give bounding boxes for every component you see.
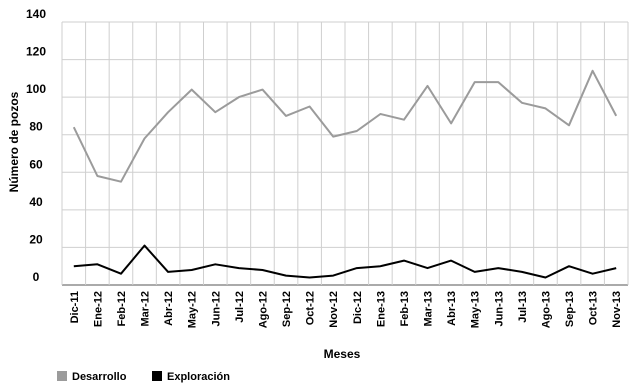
x-tick-label: Mar-12 — [140, 291, 152, 326]
legend-swatch — [57, 371, 67, 381]
series-layer — [72, 69, 618, 279]
x-tick-label: Abr-12 — [163, 291, 175, 326]
x-tick-label: Ago-13 — [540, 291, 552, 328]
y-tick-label: 60 — [29, 157, 43, 171]
series-line-desarrollo — [72, 69, 618, 183]
legend-swatch — [152, 371, 162, 381]
y-tick-label: 40 — [29, 195, 43, 209]
x-tick-label: Mar-13 — [423, 291, 435, 326]
x-tick-label: Dic-11 — [69, 291, 81, 323]
x-axis-label: Meses — [324, 347, 361, 361]
y-axis-label: Número de pozos — [7, 91, 21, 192]
x-tick-label: Jun-13 — [493, 291, 505, 326]
x-tick-label: Jul-13 — [517, 291, 529, 323]
y-tick-label: 100 — [26, 82, 46, 96]
x-tick-label: Ene-12 — [92, 291, 104, 327]
x-tick-label: Feb-12 — [116, 291, 128, 326]
y-tick-label: 0 — [33, 270, 40, 284]
x-tick-label: Abr-13 — [446, 291, 458, 326]
x-tick-label: May-12 — [187, 291, 199, 328]
y-tick-label: 120 — [26, 45, 46, 59]
y-tick-label: 20 — [29, 232, 43, 246]
x-tick-label: Ene-13 — [375, 291, 387, 327]
series-line-exploraci-n — [73, 244, 617, 279]
y-tick-label: 140 — [26, 7, 46, 21]
x-axis-ticks: Dic-11 Ene-12 Feb-12 Mar-12 Abr-12 May-12 Jun-… — [69, 291, 623, 328]
x-tick-label: Sep-12 — [281, 291, 293, 327]
x-tick-label: Jun-12 — [210, 291, 222, 326]
legend-label: Desarrollo — [72, 371, 127, 383]
y-axis-ticks: 0 20 40 60 80 100 120 140 — [26, 7, 46, 284]
x-tick-label: Oct-12 — [305, 291, 317, 325]
x-tick-label: Jul-12 — [234, 291, 246, 323]
x-tick-label: Oct-13 — [588, 291, 600, 325]
x-tick-label: Sep-13 — [564, 291, 576, 327]
x-tick-label: Dic-12 — [352, 291, 364, 324]
x-tick-label: Feb-13 — [399, 291, 411, 326]
y-tick-label: 80 — [29, 120, 43, 134]
legend-label: Exploración — [167, 371, 230, 383]
grid — [61, 21, 629, 286]
x-tick-label: May-13 — [470, 291, 482, 328]
legend: Desarrollo Exploración — [57, 371, 230, 383]
x-tick-label: Nov-13 — [611, 291, 623, 328]
x-tick-label: Nov-12 — [328, 291, 340, 328]
x-tick-label: Ago-12 — [257, 291, 269, 328]
